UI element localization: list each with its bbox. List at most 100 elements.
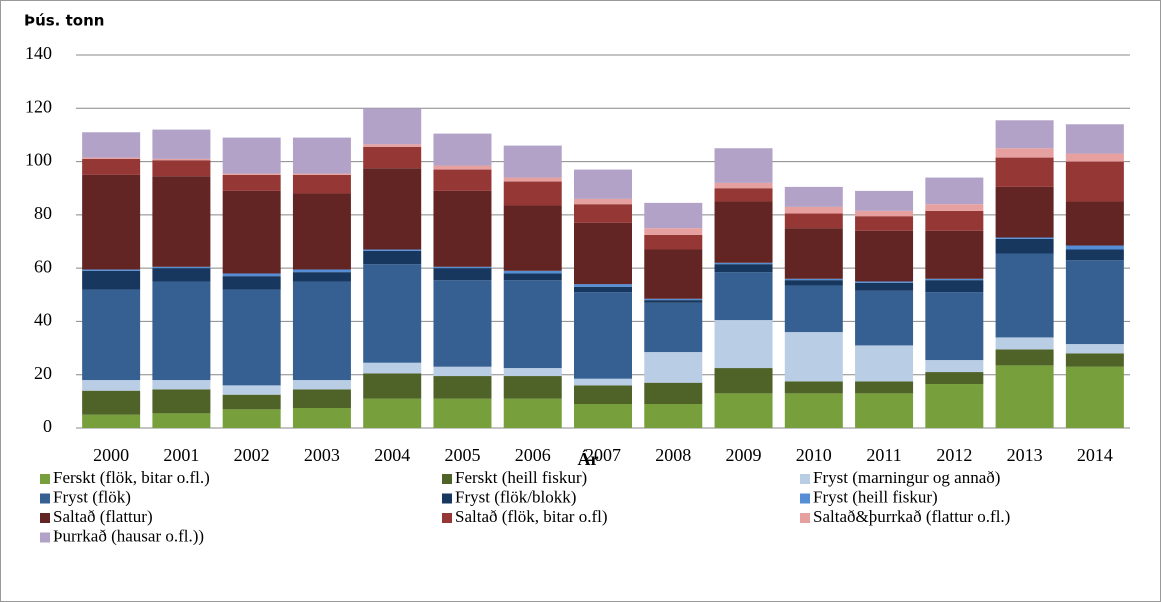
bar-segment xyxy=(503,398,562,428)
x-tick-label: 2000 xyxy=(93,445,129,465)
bar-segment xyxy=(222,190,281,274)
bar-segment xyxy=(574,204,632,223)
legend-swatch xyxy=(800,474,810,484)
bar-segment xyxy=(714,188,773,202)
bar-segment xyxy=(855,216,914,231)
bar-segment xyxy=(995,365,1054,428)
bar-segment xyxy=(925,384,984,428)
bar-segment xyxy=(433,268,492,281)
bar-segment xyxy=(363,250,422,265)
x-tick-label: 2001 xyxy=(163,445,199,465)
bar-segment xyxy=(784,186,843,207)
bar-segment xyxy=(503,270,562,274)
bar-segment xyxy=(714,368,773,394)
x-axis-label: Ár xyxy=(578,448,599,469)
legend-swatch xyxy=(442,474,452,484)
bar-segment xyxy=(503,145,562,178)
bar-segment xyxy=(574,198,632,205)
bar-segment xyxy=(82,414,141,428)
bar-segment xyxy=(363,373,422,399)
bar-segment xyxy=(292,269,351,273)
bar-segment xyxy=(433,366,492,377)
bar-segment xyxy=(222,137,281,174)
bar-segment xyxy=(644,404,703,428)
bar-segment xyxy=(784,332,843,382)
bar-segment xyxy=(925,372,984,385)
bar-segment xyxy=(784,285,843,333)
bar-segment xyxy=(855,282,914,291)
bar-segment xyxy=(503,368,562,377)
bar-segment xyxy=(784,278,843,281)
bar-segment xyxy=(995,186,1054,238)
bar-segment xyxy=(925,278,984,281)
bar-segment xyxy=(292,193,351,270)
bar-segment xyxy=(995,148,1054,158)
bar-segment xyxy=(644,249,703,299)
bar-segment xyxy=(363,398,422,428)
bar-segment xyxy=(82,269,141,271)
bar-segment xyxy=(292,389,351,409)
bar-segment xyxy=(784,381,843,394)
bar-segment xyxy=(995,253,1054,338)
bar-segment xyxy=(1065,249,1124,261)
bar-segment xyxy=(644,302,703,353)
bar-segment xyxy=(855,281,914,283)
bar-segment xyxy=(574,378,632,386)
legend-swatch xyxy=(442,493,452,504)
y-tick-label: 120 xyxy=(25,96,52,116)
bar-segment xyxy=(363,249,422,251)
legend-label: Fryst (heill fiskur) xyxy=(813,487,938,506)
bar-segment xyxy=(644,352,703,383)
bar-segment xyxy=(363,108,422,145)
bar-segment xyxy=(222,276,281,290)
bar-segment xyxy=(644,300,703,303)
bar-segment xyxy=(292,408,351,428)
x-tick-label: 2012 xyxy=(936,445,972,465)
y-tick-label: 0 xyxy=(43,416,52,436)
x-tick-label: 2006 xyxy=(515,445,551,465)
bar-segment xyxy=(82,289,141,381)
legend-label: Saltað&þurrkað (flattur o.fl.) xyxy=(813,507,1010,526)
bar-segment xyxy=(925,280,984,293)
bar-segment xyxy=(855,210,914,217)
legend-label: Fryst (marningur og annað) xyxy=(813,468,1000,487)
bar-segment xyxy=(855,345,914,382)
x-tick-label: 2008 xyxy=(655,445,691,465)
y-tick-label: 20 xyxy=(34,363,52,383)
bar-segment xyxy=(574,292,632,379)
bar-segment xyxy=(644,202,703,229)
bar-segment xyxy=(925,210,984,231)
bar-segment xyxy=(714,320,773,369)
bar-segment xyxy=(503,181,562,206)
bar-segment xyxy=(152,389,211,414)
x-tick-label: 2004 xyxy=(374,445,410,465)
bar-segment xyxy=(152,281,211,381)
legend-label: Þurrkað (hausar o.fl.)) xyxy=(53,526,204,545)
legend-swatch xyxy=(40,513,50,523)
legend-swatch xyxy=(40,532,50,543)
x-tick-label: 2005 xyxy=(444,445,480,465)
bar-segment xyxy=(433,398,492,428)
bar-segment xyxy=(503,177,562,182)
bar-segment xyxy=(925,230,984,279)
bar-segment xyxy=(714,272,773,321)
y-tick-label: 80 xyxy=(34,203,52,223)
bar-segment xyxy=(574,169,632,199)
bar-segment xyxy=(855,381,914,394)
bar-segment xyxy=(855,190,914,211)
bar-segment xyxy=(574,385,632,405)
bar-segment xyxy=(784,206,843,214)
bar-segment xyxy=(363,144,422,147)
chart-title: Þús. tonn xyxy=(24,12,104,30)
x-tick-label: 2003 xyxy=(304,445,340,465)
bar-segment xyxy=(1065,245,1124,250)
bar-segment xyxy=(292,380,351,390)
x-tick-label: 2009 xyxy=(726,445,762,465)
bar-segment xyxy=(292,272,351,282)
bar-segment xyxy=(433,133,492,166)
bar-segment xyxy=(995,237,1054,239)
bar-segment xyxy=(363,146,422,169)
legend-swatch xyxy=(442,513,452,523)
bar-segment xyxy=(925,292,984,361)
bar-segment xyxy=(433,190,492,267)
